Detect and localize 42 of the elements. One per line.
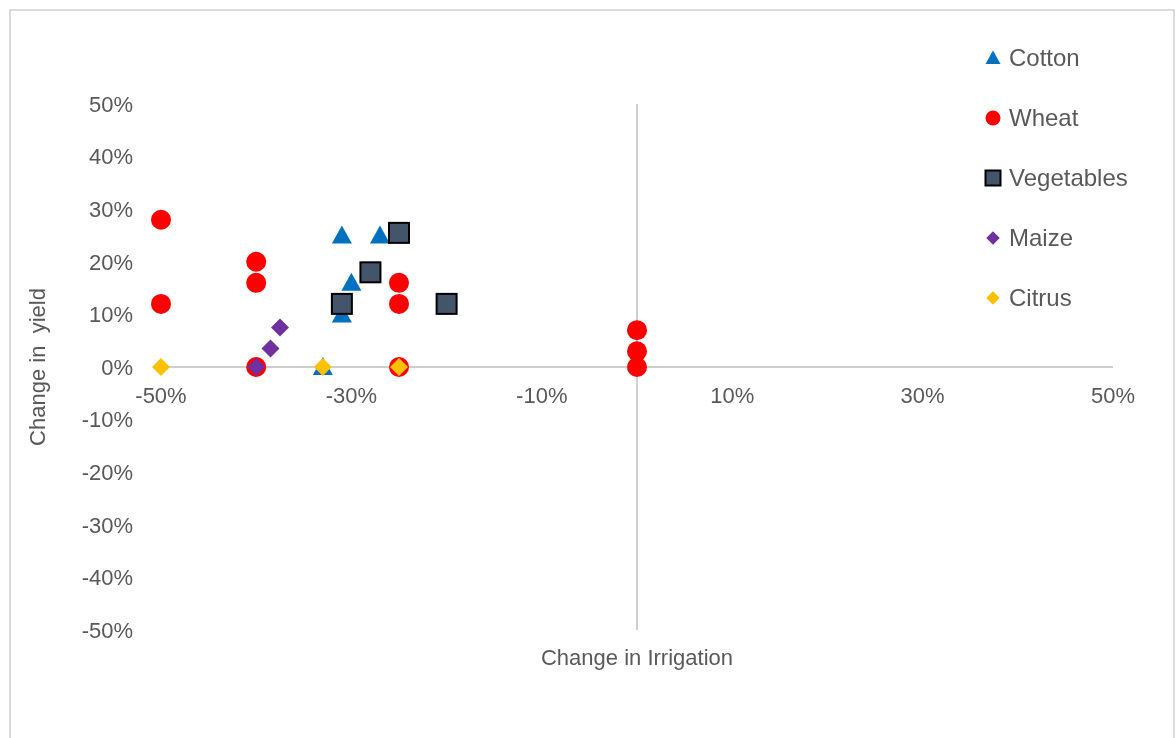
x-tick-label: 30%: [900, 382, 945, 408]
point: [627, 320, 647, 341]
point: [331, 225, 352, 244]
y-tick-label: 40%: [88, 144, 133, 170]
point: [261, 339, 280, 358]
y-tick-label: 10%: [88, 302, 133, 328]
y-tick-label: -50%: [81, 617, 133, 643]
x-tick-label: -50%: [135, 382, 187, 408]
point: [341, 272, 362, 291]
point: [389, 293, 409, 314]
legend-label: Cotton: [1009, 44, 1080, 72]
point: [389, 272, 409, 293]
x-tick-label: -30%: [325, 382, 378, 408]
y-tick-label: -30%: [81, 512, 133, 538]
point: [435, 292, 458, 315]
y-tick-label: 50%: [88, 91, 133, 117]
y-tick-label: 0%: [101, 354, 133, 380]
legend-label: Vegetables: [1009, 164, 1128, 192]
point: [627, 357, 647, 377]
point: [330, 292, 353, 315]
legend-label: Wheat: [1009, 104, 1079, 132]
point: [246, 251, 267, 272]
point: [151, 209, 171, 230]
y-tick-label: -10%: [81, 407, 133, 433]
y-tick-label: -20%: [81, 459, 133, 485]
point: [369, 225, 390, 244]
y-axis-title: Change in yield: [24, 288, 50, 446]
x-tick-label: 10%: [710, 382, 755, 408]
x-tick-label: 50%: [1090, 382, 1136, 408]
point: [388, 221, 410, 244]
x-axis-title: Change in Irrigation: [540, 644, 734, 670]
legend-label: Maize: [1009, 224, 1074, 252]
y-tick-label: 20%: [88, 249, 133, 275]
point: [359, 261, 382, 284]
y-tick-label: -40%: [81, 565, 133, 591]
point: [151, 293, 171, 314]
point: [152, 358, 170, 376]
y-tick-label: 30%: [88, 196, 133, 222]
x-tick-label: -10%: [516, 382, 568, 408]
point: [246, 272, 267, 293]
point: [271, 318, 289, 337]
legend-label: Citrus: [1009, 284, 1072, 312]
